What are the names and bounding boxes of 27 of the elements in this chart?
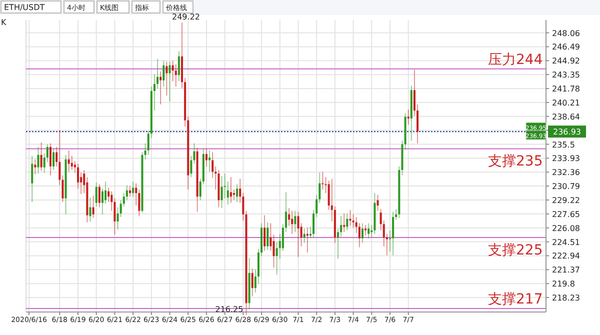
annotation: 249.22 [172,12,200,22]
y-tick-label: 238.64 [552,112,580,122]
y-tick-label: 243.35 [552,70,580,80]
ref-line-label: 支撑225 [488,242,543,258]
y-tick-label: 241.78 [552,84,580,94]
y-tick-label: 248.06 [552,28,580,38]
y-tick-label: 226.08 [552,224,580,233]
y-tick-label: 230.79 [552,182,580,192]
ref-line-label: 236.93 [553,128,581,137]
y-tick-label: 224.51 [552,238,580,247]
chart-title: ETH/USDT [4,3,45,12]
y-tick-label: 219.8 [552,280,575,289]
y-tick-label: 246.49 [552,42,580,52]
y-tick-label: 227.65 [552,210,580,219]
text: K [1,18,7,27]
y-tick-label: 229.22 [552,196,580,205]
y-tick-label: 222.94 [552,252,580,261]
y-tick-label: 240.21 [552,98,580,108]
ref-line-label: 支撑217 [488,291,543,308]
y-tick-label: 221.37 [552,266,580,275]
y-tick-label: 232.36 [552,168,580,178]
y-tick-label: 233.93 [552,154,580,164]
ref-line-label: 压力244 [488,52,543,68]
y-tick-label: 218.23 [552,294,580,303]
y-tick-label: 244.92 [552,56,580,66]
ref-line-label: 支撑235 [488,154,543,170]
y-tick-label: 235.5 [552,140,575,150]
